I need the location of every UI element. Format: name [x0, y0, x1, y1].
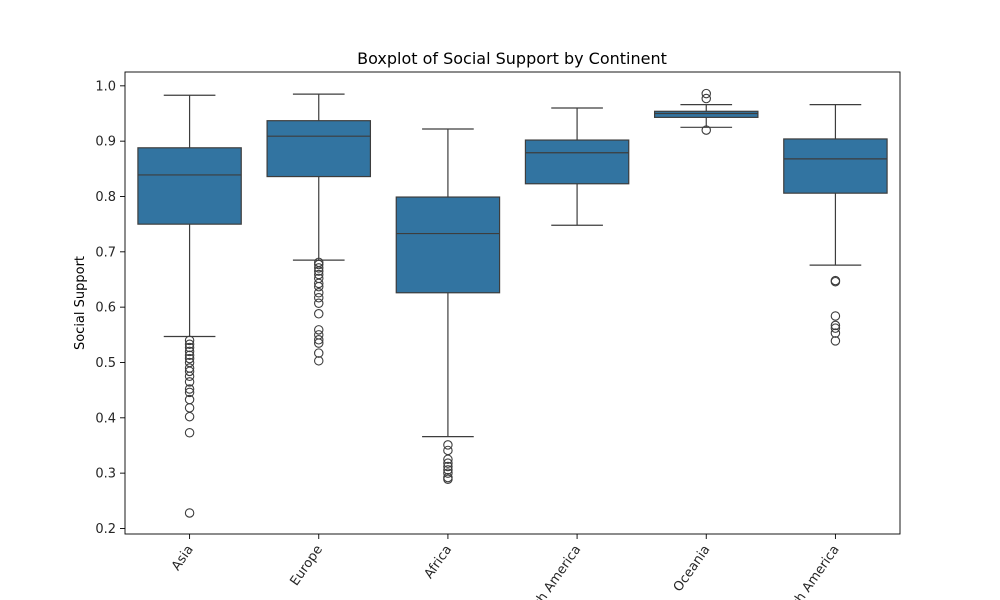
y-tick-label: 0.5	[95, 356, 116, 371]
outlier-point	[443, 458, 453, 468]
outlier-point	[443, 445, 453, 456]
outlier-point	[184, 335, 195, 346]
y-tick-label: 0.2	[95, 522, 116, 537]
x-tick-label: Africa	[422, 543, 456, 582]
outlier-point	[830, 328, 841, 338]
outlier-point	[313, 259, 324, 270]
outlier-point	[830, 323, 841, 333]
box-group	[783, 104, 888, 346]
box	[137, 147, 242, 225]
y-axis-label: Social Support	[73, 256, 88, 350]
y-tick-label: 0.8	[95, 190, 116, 205]
outlier-point	[313, 266, 324, 276]
outlier-point	[184, 339, 195, 349]
box	[653, 110, 759, 118]
outlier-point	[313, 348, 324, 358]
outlier-point	[313, 292, 324, 303]
outlier-point	[313, 278, 324, 289]
x-tick-label: North America	[518, 543, 584, 600]
outlier-point	[443, 474, 453, 484]
outlier-point	[830, 336, 841, 346]
y-tick-label: 0.7	[95, 245, 116, 260]
outlier-point	[313, 335, 324, 345]
outlier-point	[443, 468, 453, 478]
outlier-point	[184, 403, 195, 413]
outlier-point	[184, 427, 195, 438]
outlier-point	[313, 298, 324, 309]
outlier-point	[313, 281, 324, 292]
box-group	[524, 107, 630, 226]
box-group	[653, 88, 759, 135]
box	[783, 138, 888, 194]
outlier-point	[184, 371, 195, 382]
outlier-point	[184, 350, 195, 361]
y-tick-label: 0.3	[95, 467, 116, 482]
y-tick-label: 1.0	[95, 79, 116, 94]
outlier-point	[313, 288, 324, 298]
y-tick-label: 0.6	[95, 301, 116, 316]
box	[524, 139, 630, 185]
box-group	[137, 94, 242, 518]
plot-frame	[124, 71, 901, 535]
outlier-point	[313, 356, 324, 366]
outlier-point	[313, 325, 324, 335]
box	[266, 120, 372, 178]
y-axis: 0.2 0.3 0.4 0.5 0.6 0.7 0.8 0.9 1.0	[95, 79, 125, 537]
outlier-point	[184, 411, 195, 422]
outlier-point	[313, 338, 324, 348]
outlier-point	[443, 465, 453, 475]
plot-area	[137, 88, 888, 518]
y-tick-label: 0.4	[95, 411, 116, 426]
outlier-point	[184, 384, 195, 394]
outlier-point	[830, 320, 841, 331]
outlier-point	[184, 508, 195, 518]
x-tick-label: Europe	[288, 543, 327, 589]
box-group	[266, 93, 372, 366]
x-tick-label: Oceania	[671, 543, 714, 595]
chart-title: Boxplot of Social Support by Continent	[357, 49, 667, 68]
outlier-point	[443, 461, 453, 472]
outlier-point	[313, 309, 324, 319]
outlier-point	[313, 330, 324, 340]
box-group	[395, 128, 501, 484]
outlier-point	[184, 377, 195, 387]
outlier-point	[443, 454, 453, 465]
outlier-point	[443, 440, 453, 450]
x-axis: Asia Europe Africa North America Oceania Sout…	[169, 534, 843, 600]
outlier-point	[184, 346, 195, 357]
outlier-point	[830, 311, 841, 321]
box	[395, 196, 501, 294]
outlier-point	[701, 88, 711, 99]
outlier-point	[313, 263, 324, 273]
outlier-point	[701, 125, 711, 135]
x-tick-label: Asia	[169, 543, 197, 574]
x-tick-label: South America	[776, 543, 843, 600]
outlier-point	[184, 387, 195, 398]
y-tick-label: 0.9	[95, 135, 116, 150]
outlier-point	[701, 93, 711, 104]
outlier-point	[830, 276, 841, 287]
outlier-point	[184, 342, 195, 353]
outlier-point	[184, 366, 195, 377]
outlier-point	[184, 353, 195, 364]
